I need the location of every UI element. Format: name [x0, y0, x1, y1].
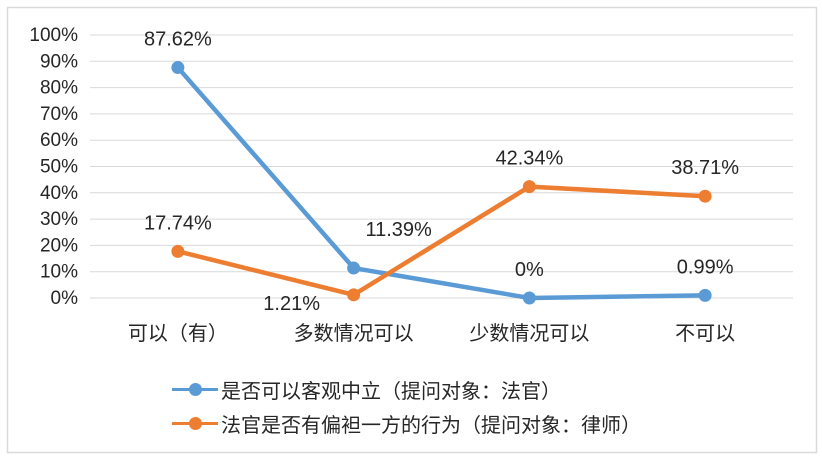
data-point-label: 1.21%	[263, 293, 320, 315]
data-point-label: 0%	[515, 259, 544, 281]
series-line-0	[175, 65, 708, 301]
y-tick-label: 20%	[40, 235, 78, 256]
legend-line-dot-icon	[172, 378, 218, 401]
y-tick-label: 70%	[40, 104, 78, 125]
legend-label-series-1: 法官是否有偏袒一方的行为（提问对象：律师）	[221, 415, 641, 437]
x-category-label: 少数情况可以	[469, 322, 589, 345]
chart-border	[6, 6, 818, 454]
legend-line-dot-icon	[172, 412, 218, 435]
legend-dot	[189, 417, 202, 430]
data-point-marker	[347, 288, 361, 302]
data-point-marker	[698, 288, 712, 302]
legend-item-series-0: 是否可以客观中立（提问对象：法官）	[172, 378, 641, 403]
data-point-marker	[171, 61, 185, 75]
data-point-label: 38.71%	[671, 157, 739, 179]
data-point-label: 87.62%	[144, 29, 212, 51]
y-tick-label: 40%	[40, 183, 78, 204]
data-point-label: 11.39%	[365, 219, 432, 241]
data-point-marker	[171, 244, 185, 258]
legend-item-series-1: 法官是否有偏袒一方的行为（提问对象：律师）	[172, 412, 641, 437]
y-tick-label: 100%	[29, 25, 78, 46]
legend-label-series-0: 是否可以客观中立（提问对象：法官）	[221, 381, 561, 403]
series-line-1	[175, 184, 708, 298]
data-point-marker	[522, 291, 536, 305]
y-tick-label: 60%	[40, 130, 78, 151]
y-tick-label: 10%	[40, 262, 78, 283]
y-tick-label: 0%	[51, 288, 79, 309]
data-point-label: 0.99%	[677, 256, 734, 278]
data-point-marker	[347, 261, 361, 275]
y-tick-label: 50%	[40, 157, 78, 178]
chart-legend: 是否可以客观中立（提问对象：法官） 法官是否有偏袒一方的行为（提问对象：律师）	[172, 378, 641, 437]
y-tick-label: 80%	[40, 78, 78, 99]
data-point-marker	[522, 180, 536, 194]
legend-dot	[189, 383, 202, 396]
y-tick-label: 30%	[40, 209, 78, 230]
y-tick-label: 90%	[40, 51, 78, 72]
data-point-marker	[698, 189, 712, 203]
data-point-label: 17.74%	[144, 212, 212, 234]
data-point-label: 42.34%	[495, 148, 563, 170]
x-category-label: 多数情况可以	[294, 322, 414, 345]
x-category-label: 可以（有）	[128, 322, 228, 345]
x-category-label: 不可以	[675, 323, 735, 345]
